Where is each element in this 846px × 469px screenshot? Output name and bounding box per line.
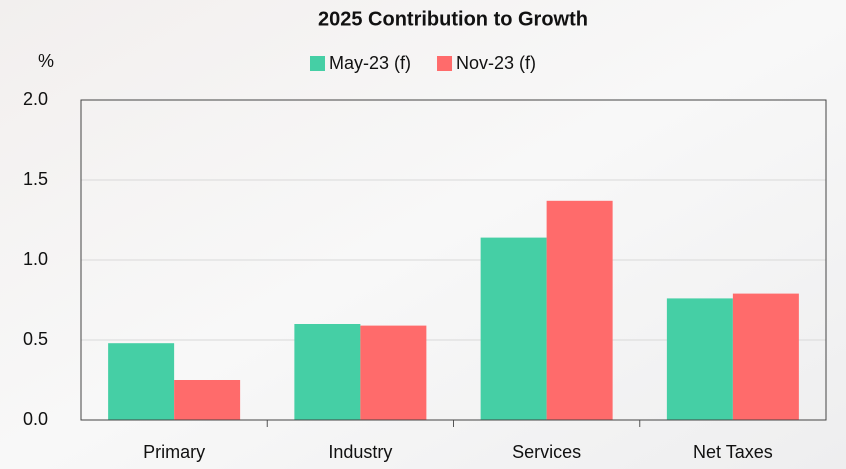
bar [108,343,175,420]
x-tick-label: Net Taxes [693,442,773,462]
legend-label: May-23 (f) [329,53,411,73]
bar [174,380,241,420]
legend-swatch [310,56,325,71]
y-axis-label: % [38,51,54,71]
bar [666,298,733,420]
legend-label: Nov-23 (f) [456,53,536,73]
y-tick-label: 1.5 [23,169,48,189]
chart-title: 2025 Contribution to Growth [318,8,588,30]
bar [480,237,547,420]
y-tick-label: 0.5 [23,329,48,349]
legend-swatch [437,56,453,71]
y-tick-label: 2.0 [23,89,48,109]
x-tick-label: Industry [328,442,392,462]
x-tick-label: Primary [143,442,205,462]
y-tick-label: 0.0 [23,409,48,429]
y-tick-label: 1.0 [23,249,48,269]
plot-frame [80,99,827,421]
bar [732,293,799,420]
bar [360,325,427,420]
bar [294,324,361,420]
x-tick-label: Services [512,442,581,462]
bar [546,200,613,420]
